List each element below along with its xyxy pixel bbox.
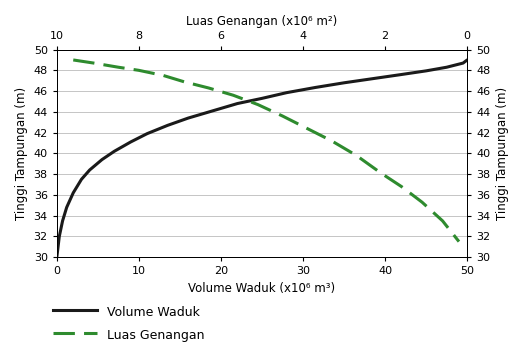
- X-axis label: Volume Waduk (x10⁶ m³): Volume Waduk (x10⁶ m³): [189, 282, 335, 295]
- Y-axis label: Tinggi Tampungan (m): Tinggi Tampungan (m): [496, 87, 509, 220]
- X-axis label: Luas Genangan (x10⁶ m²): Luas Genangan (x10⁶ m²): [187, 15, 337, 28]
- Legend: Volume Waduk, Luas Genangan: Volume Waduk, Luas Genangan: [53, 304, 205, 342]
- Y-axis label: Tinggi Tampungan (m): Tinggi Tampungan (m): [15, 87, 28, 220]
